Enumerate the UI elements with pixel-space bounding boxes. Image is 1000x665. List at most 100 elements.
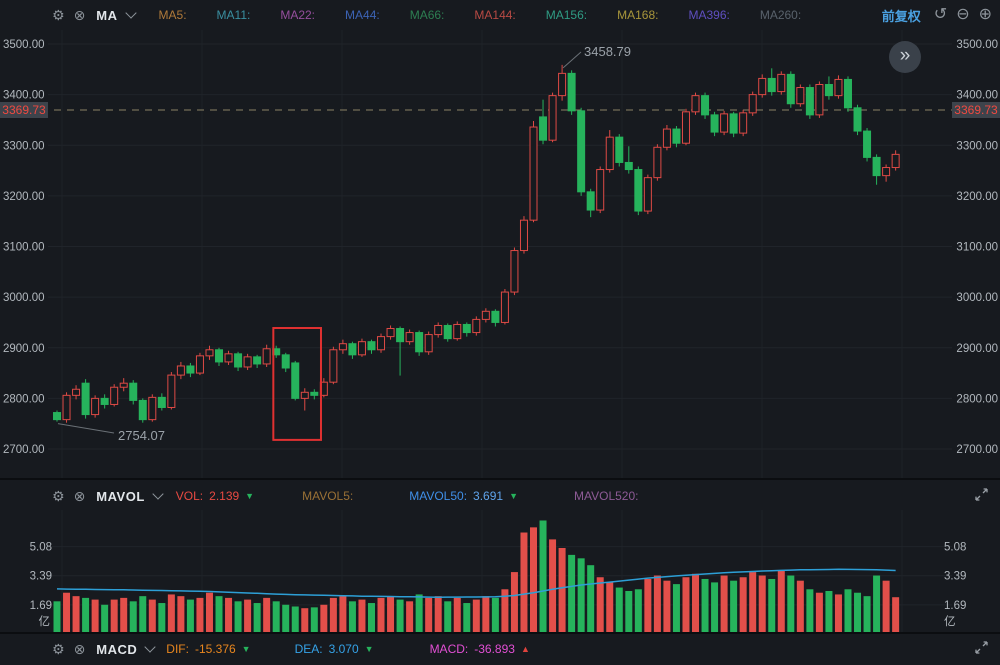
candle-body <box>291 362 300 399</box>
ma-indicator-label: MA260: <box>759 8 802 22</box>
candle-body <box>157 396 166 408</box>
chevron-down-icon[interactable] <box>152 488 164 500</box>
undo-icon[interactable]: ↺ <box>933 6 948 23</box>
panel-divider <box>0 478 1000 480</box>
volume-bar <box>854 592 862 633</box>
candle-body <box>843 78 852 109</box>
mavol50-label: MAVOL50: <box>409 489 468 503</box>
volume-bar <box>682 577 690 633</box>
svg-text:亿: 亿 <box>944 615 956 628</box>
settings-gear-icon[interactable]: ⚙ <box>52 641 65 657</box>
volume-bar <box>539 520 547 633</box>
adjust-mode-button[interactable]: 前复权 <box>881 8 921 24</box>
candle-body <box>691 95 700 113</box>
volume-bar <box>730 580 738 633</box>
macd-label: MACD: <box>429 642 469 656</box>
volume-bar <box>663 580 671 633</box>
candle-body <box>710 114 719 133</box>
svg-text:3.39: 3.39 <box>30 571 52 583</box>
ma-indicator-label: MA5: <box>158 8 187 22</box>
candle-body <box>805 87 814 116</box>
candle-body <box>53 412 61 421</box>
close-indicator-icon[interactable]: ⊗ <box>73 488 86 504</box>
jump-to-latest-button[interactable]: » <box>889 41 921 73</box>
candle-body <box>443 324 452 340</box>
volume-bar <box>377 597 385 633</box>
candle-body <box>243 356 252 368</box>
volume-bar <box>825 591 833 633</box>
volume-bar <box>367 603 375 633</box>
candle-body <box>377 336 386 351</box>
volume-bar <box>120 597 128 633</box>
expand-panel-icon[interactable] <box>975 488 988 504</box>
candle-body <box>167 374 176 408</box>
candle-body <box>205 349 214 357</box>
volume-bar <box>720 575 728 633</box>
zoom-in-icon[interactable]: ⊕ <box>978 6 992 23</box>
candle-body <box>138 399 147 421</box>
mavol50-down-triangle-icon: ▼ <box>509 491 518 501</box>
candle-body <box>253 356 262 365</box>
candle-body <box>396 328 405 343</box>
svg-text:2700.00: 2700.00 <box>3 444 45 456</box>
mavol50-value: 3.691 <box>473 489 504 503</box>
volume-bar <box>348 601 356 633</box>
close-indicator-icon[interactable]: ⊗ <box>73 641 86 657</box>
volume-bar <box>177 596 185 633</box>
candle-body <box>748 94 757 114</box>
volume-axis-labels: 5.08 5.08 3.39 3.39 1.69 1.69 亿 亿 <box>30 542 967 628</box>
dif-value: -15.376 <box>194 642 236 656</box>
volume-bar <box>72 596 80 633</box>
svg-text:2700.00: 2700.00 <box>956 444 998 456</box>
volume-bar <box>425 597 433 633</box>
chevron-down-icon[interactable] <box>144 641 156 653</box>
macd-indicator-toolbar: ⚙ ⊗ MACD DIF: -15.376 ▼ DEA: 3.070 ▼ MAC… <box>0 634 1000 664</box>
candle-body <box>758 77 767 96</box>
volume-bar <box>129 601 137 633</box>
volume-bar <box>387 596 395 633</box>
svg-text:3100.00: 3100.00 <box>3 242 45 254</box>
candle-body <box>434 324 443 336</box>
close-indicator-icon[interactable]: ⊗ <box>73 7 86 23</box>
candle-body <box>872 156 881 177</box>
svg-text:3200.00: 3200.00 <box>3 191 45 203</box>
indicator-menu-title[interactable]: MA <box>96 7 118 23</box>
vol-label: VOL: <box>175 489 204 503</box>
svg-text:3200.00: 3200.00 <box>956 191 998 203</box>
candle-body <box>672 128 681 144</box>
candle-body <box>548 95 557 141</box>
volume-bar <box>749 572 757 633</box>
volume-menu-title[interactable]: MAVOL <box>96 488 145 504</box>
ma-indicator-label: MA144: <box>474 8 516 22</box>
macd-menu-title[interactable]: MACD <box>96 641 138 657</box>
settings-gear-icon[interactable]: ⚙ <box>52 488 65 504</box>
zoom-out-icon[interactable]: ⊖ <box>956 6 970 23</box>
candle-body <box>519 219 528 252</box>
volume-indicator-toolbar: ⚙ ⊗ MAVOL VOL: 2.139 ▼ MAVOL5: MAVOL50: … <box>0 481 1000 511</box>
ma-indicator-label: MA44: <box>345 8 380 22</box>
volume-bars <box>53 520 900 633</box>
candle-body <box>777 73 786 93</box>
volume-bar <box>63 592 71 633</box>
candle-body <box>739 112 748 134</box>
volume-bar <box>139 596 147 633</box>
settings-gear-icon[interactable]: ⚙ <box>52 7 65 23</box>
candle-body <box>605 136 614 171</box>
candle-body <box>510 250 519 293</box>
volume-bar <box>205 592 213 633</box>
candle-body <box>91 397 100 416</box>
candle-body <box>119 382 128 388</box>
candle-body <box>215 349 224 363</box>
candle-body <box>596 169 605 211</box>
volume-bar <box>863 596 871 633</box>
drawn-highlight-box[interactable] <box>272 327 322 441</box>
low-price-annotation: 2754.07 <box>118 428 165 443</box>
candle-body <box>110 386 119 405</box>
volume-bar <box>148 599 156 633</box>
expand-panel-icon[interactable] <box>975 641 988 657</box>
volume-bar <box>225 597 233 633</box>
current-price-tag-left: 3369.73 <box>0 102 48 118</box>
volume-bar <box>672 584 680 633</box>
